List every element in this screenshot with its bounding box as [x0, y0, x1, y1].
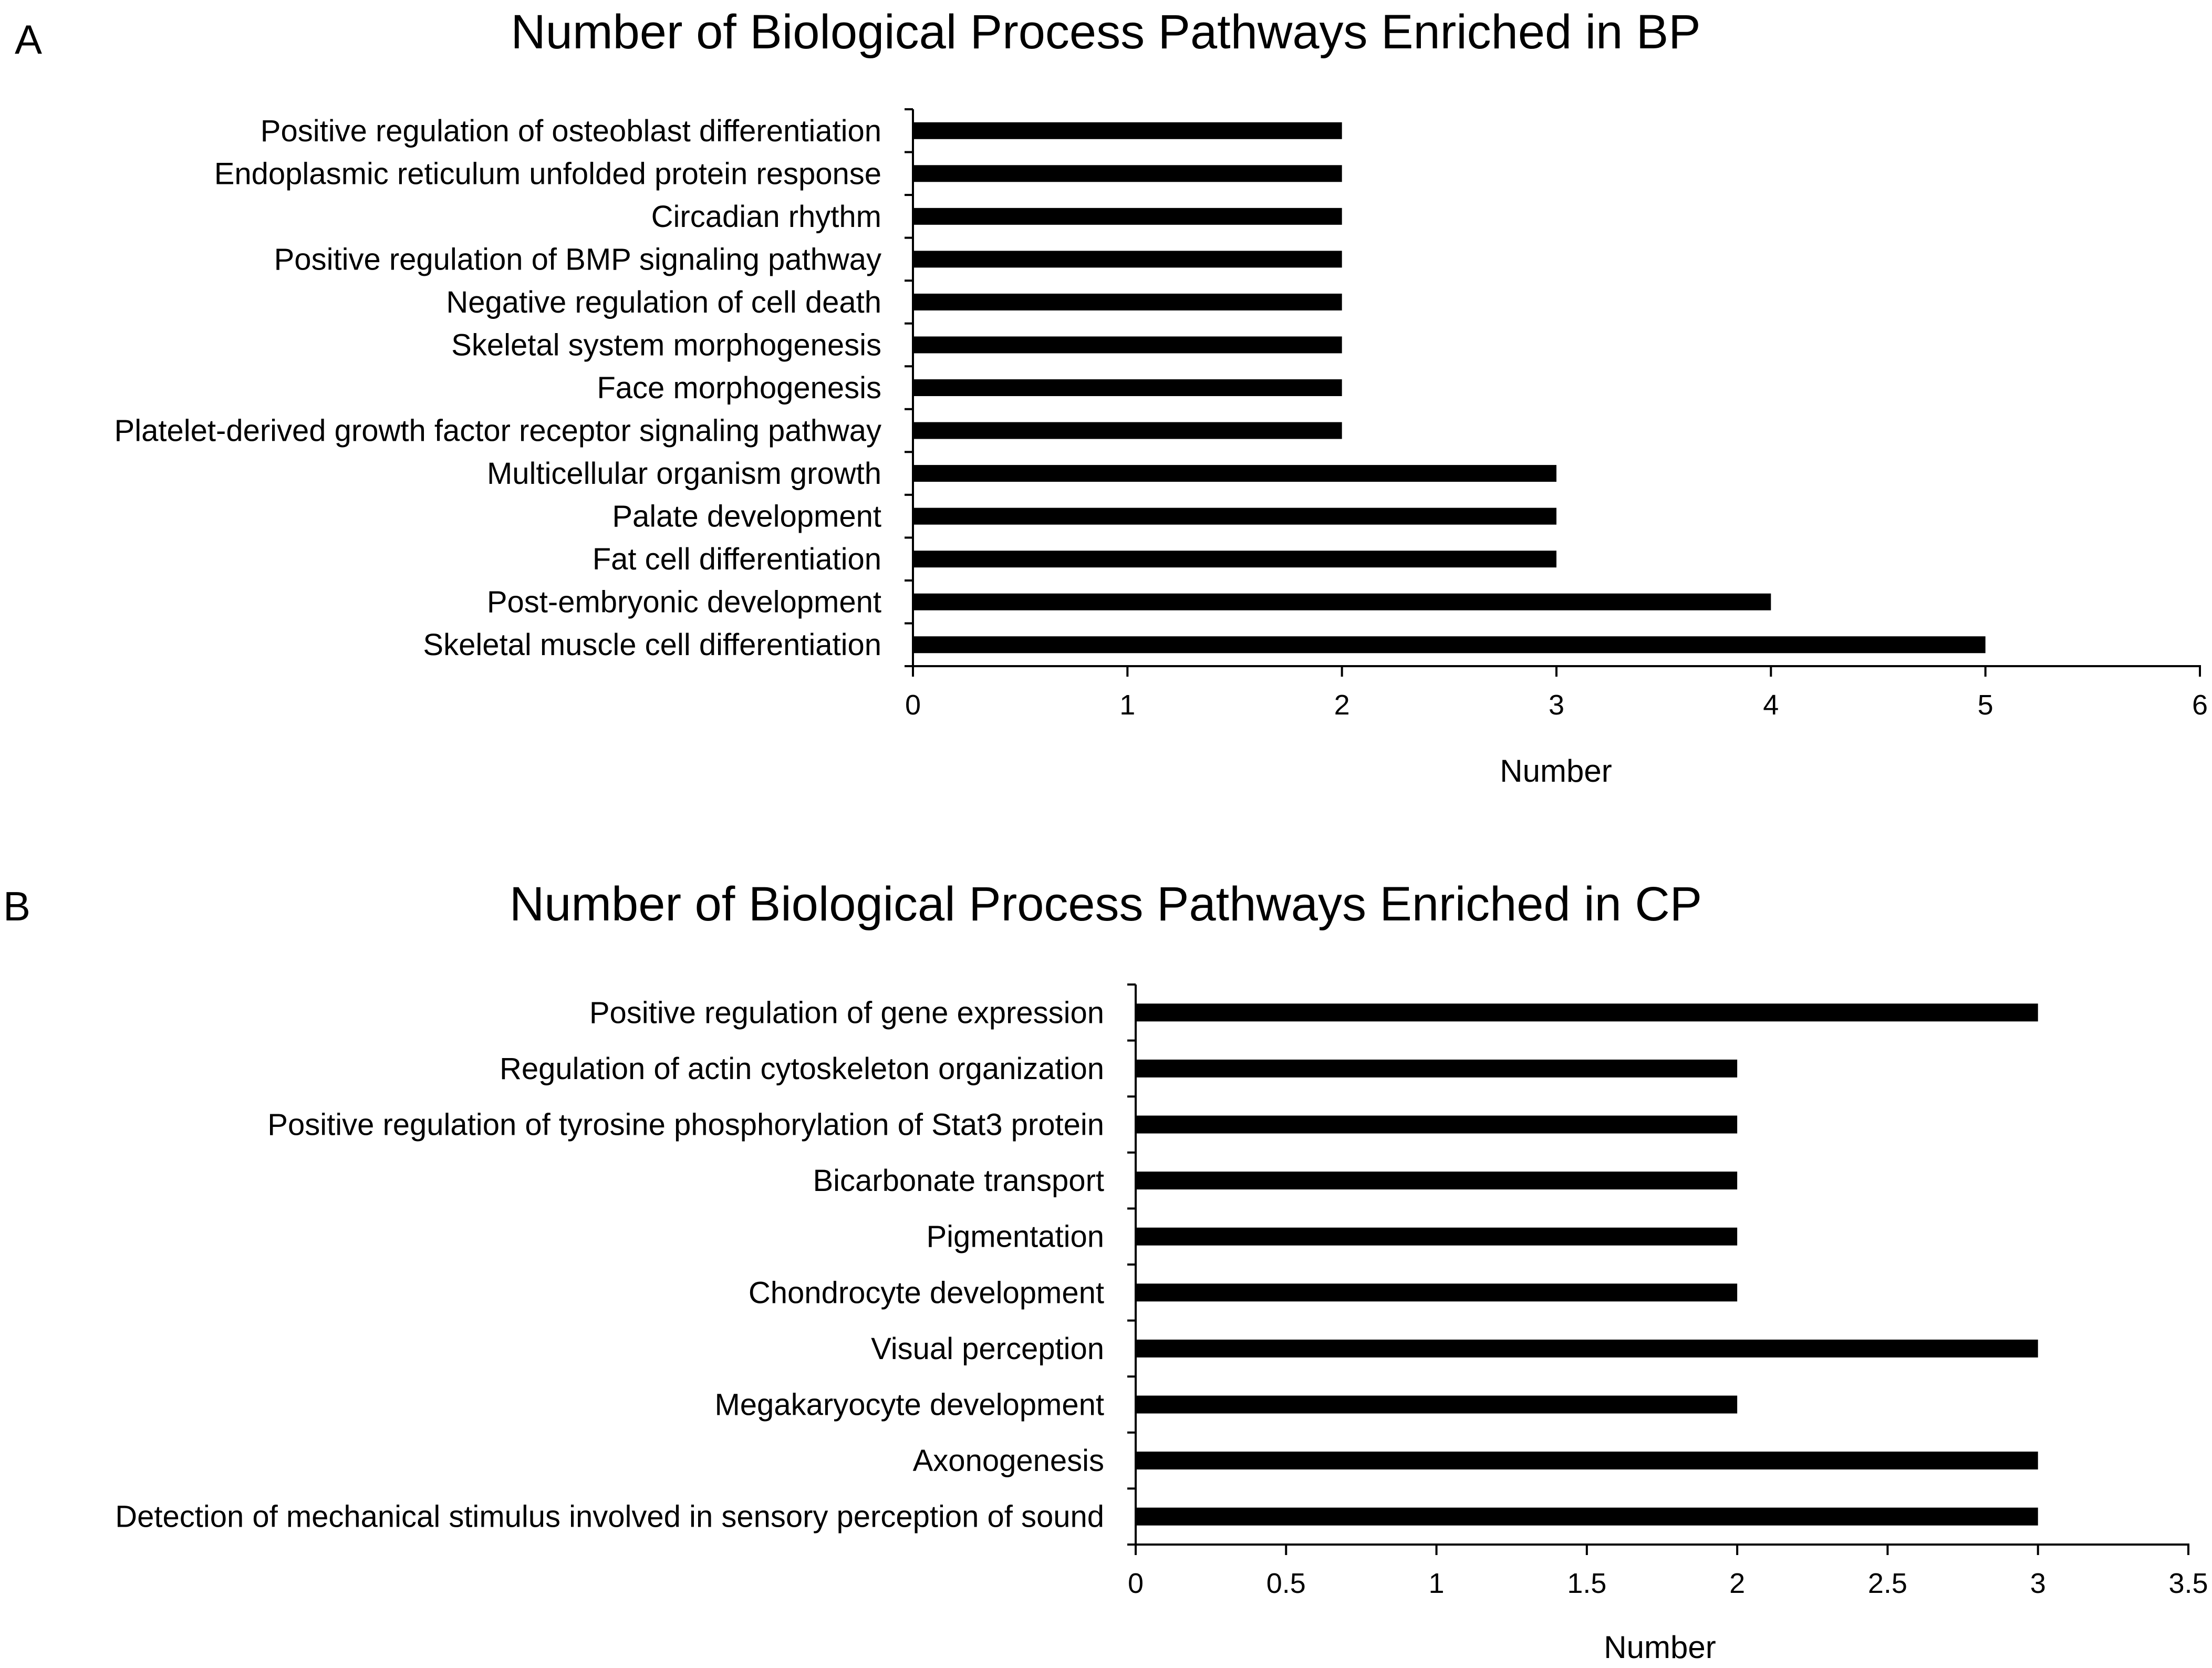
panel-a-bar — [913, 251, 1342, 268]
panel-b-bar — [1136, 1172, 1738, 1190]
panel-a-category-label: Multicellular organism growth — [487, 457, 881, 491]
panel-a-bar — [913, 465, 1556, 482]
panel-a-bar — [913, 208, 1342, 225]
panel-b-x-axis-label: Number — [1604, 1630, 1716, 1665]
panel-a-category-label: Skeletal system morphogenesis — [451, 328, 881, 362]
panel-a-x-tick-label: 5 — [1978, 689, 1993, 721]
panel-a-category-label: Fat cell differentiation — [593, 542, 881, 576]
panel-b-x-tick-label: 0.5 — [1266, 1568, 1306, 1599]
panel-a-bar — [913, 551, 1556, 568]
panel-a-chart: A Number of Biological Process Pathways … — [15, 5, 2208, 789]
panel-a-bar — [913, 507, 1556, 525]
panel-a-category-label: Negative regulation of cell death — [446, 285, 881, 319]
panel-b-category-label: Positive regulation of gene expression — [589, 996, 1104, 1030]
panel-a-x-tick-label: 1 — [1119, 689, 1135, 721]
panel-a-bar — [913, 379, 1342, 396]
panel-b-plot-area: Positive regulation of gene expression Re… — [115, 983, 2208, 1599]
panel-b-x-tick-label: 3 — [2030, 1568, 2046, 1599]
panel-b-x-tick-label: 3.5 — [2168, 1568, 2208, 1599]
panel-a-category-label: Endoplasmic reticulum unfolded protein r… — [214, 157, 881, 191]
panel-b-bar — [1136, 1059, 1738, 1078]
panel-a-bar — [913, 636, 1986, 654]
panel-b-x-tick-label: 0 — [1128, 1568, 1144, 1599]
panel-a-x-tick-label: 4 — [1763, 689, 1779, 721]
panel-b-category-label: Visual perception — [871, 1332, 1104, 1366]
panel-b-bar — [1136, 1227, 1738, 1246]
panel-b-x-tick-label: 1 — [1429, 1568, 1445, 1599]
panel-b-bar — [1136, 1395, 1738, 1414]
panel-b-category-label: Detection of mechanical stimulus involve… — [115, 1500, 1104, 1534]
panel-a-letter: A — [15, 16, 42, 63]
panel-b-bar — [1136, 1507, 2038, 1526]
panel-b-category-label: Chondrocyte development — [749, 1276, 1104, 1310]
panel-a-category-label: Palate development — [612, 500, 881, 534]
panel-b-bar — [1136, 1115, 1738, 1134]
panel-a-category-label: Positive regulation of osteoblast differ… — [261, 114, 881, 148]
panel-a-category-label: Positive regulation of BMP signaling pat… — [274, 242, 881, 276]
panel-b-title: Number of Biological Process Pathways En… — [510, 877, 1702, 931]
panel-b-category-label: Megakaryocyte development — [714, 1388, 1104, 1422]
panel-a-plot-area: Positive regulation of osteoblast differ… — [115, 108, 2208, 721]
panel-b-category-label: Axonogenesis — [913, 1444, 1104, 1478]
panel-a-category-label: Circadian rhythm — [651, 200, 881, 234]
panel-b-letter: B — [3, 883, 30, 929]
panel-a-bar — [913, 122, 1342, 139]
panel-b-category-label: Bicarbonate transport — [813, 1164, 1104, 1198]
panel-b-chart: B Number of Biological Process Pathways … — [3, 877, 2208, 1665]
panel-b-x-tick-label: 2.5 — [1868, 1568, 1907, 1599]
panel-a-category-label: Post-embryonic development — [487, 585, 881, 619]
panel-b-category-label: Regulation of actin cytoskeleton organiz… — [500, 1052, 1104, 1086]
panel-a-x-tick-label: 3 — [1549, 689, 1564, 721]
panel-b-bar — [1136, 1283, 1738, 1302]
panel-a-bar — [913, 336, 1342, 354]
panel-a-bar — [913, 593, 1771, 610]
panel-b-category-label: Pigmentation — [926, 1220, 1104, 1254]
panel-b-x-tick-label: 2 — [1729, 1568, 1745, 1599]
panel-b-x-tick-label: 1.5 — [1567, 1568, 1606, 1599]
panel-b-bar — [1136, 1339, 2038, 1358]
panel-a-category-label: Skeletal muscle cell differentiation — [423, 628, 881, 662]
panel-a-x-tick-label: 6 — [2192, 689, 2208, 721]
panel-a-x-tick-label: 0 — [905, 689, 921, 721]
panel-b-bar — [1136, 1003, 2038, 1022]
panel-a-bar — [913, 422, 1342, 439]
panel-a-x-axis-label: Number — [1500, 753, 1612, 789]
panel-a-bar — [913, 293, 1342, 310]
panel-b-category-label: Positive regulation of tyrosine phosphor… — [267, 1108, 1104, 1142]
panel-a-bar — [913, 165, 1342, 182]
panel-a-x-tick-label: 2 — [1334, 689, 1350, 721]
panel-b-bar — [1136, 1452, 2038, 1470]
panel-a-category-label: Face morphogenesis — [597, 371, 881, 405]
panel-a-category-label: Platelet-derived growth factor receptor … — [115, 414, 881, 448]
panel-a-title: Number of Biological Process Pathways En… — [511, 5, 1700, 59]
